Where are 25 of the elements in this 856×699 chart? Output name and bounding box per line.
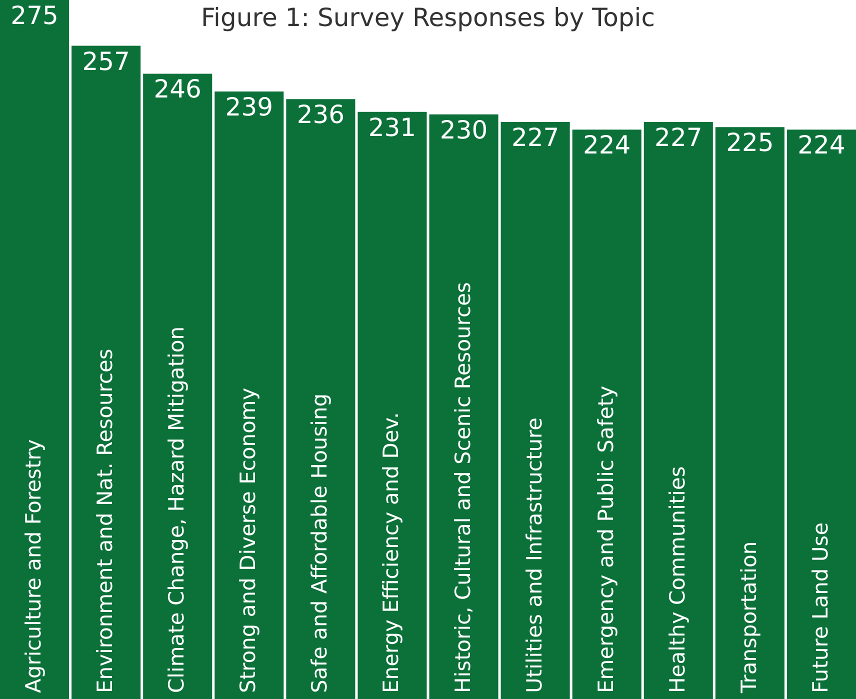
x-tick-label: Future Land Use	[808, 522, 832, 693]
data-label: 227	[654, 123, 702, 152]
x-tick-label: Emergency and Public Safety	[594, 386, 618, 693]
data-label: 225	[726, 128, 774, 158]
data-label: 275	[10, 1, 58, 30]
data-label: 246	[154, 74, 202, 104]
data-label: 227	[511, 123, 560, 152]
data-label: 257	[82, 46, 130, 76]
data-label: 231	[368, 112, 416, 142]
chart-title: Figure 1: Survey Responses by Topic	[201, 3, 655, 32]
x-tick-label: Healthy Communities	[665, 466, 690, 693]
x-tick-label: Agriculture and Forestry	[22, 439, 46, 693]
x-tick-label: Strong and Diverse Economy	[236, 388, 260, 693]
data-label: 224	[582, 130, 631, 160]
x-tick-label: Utilities and Infrastructure	[522, 417, 546, 693]
x-tick-label: Energy Efficiency and Dev.	[379, 412, 404, 693]
x-tick-label: Climate Change, Hazard Mitigation	[164, 326, 189, 693]
data-label: 239	[225, 92, 274, 122]
x-tick-label: Safe and Affordable Housing	[308, 393, 332, 693]
x-tick-label: Transportation	[736, 541, 761, 694]
data-label: 230	[440, 115, 488, 144]
x-tick-label: Environment and Nat. Resources	[93, 348, 118, 693]
x-tick-label: Historic, Cultural and Scenic Resources	[450, 282, 475, 693]
data-label: 224	[798, 130, 846, 160]
data-label: 236	[296, 100, 345, 130]
